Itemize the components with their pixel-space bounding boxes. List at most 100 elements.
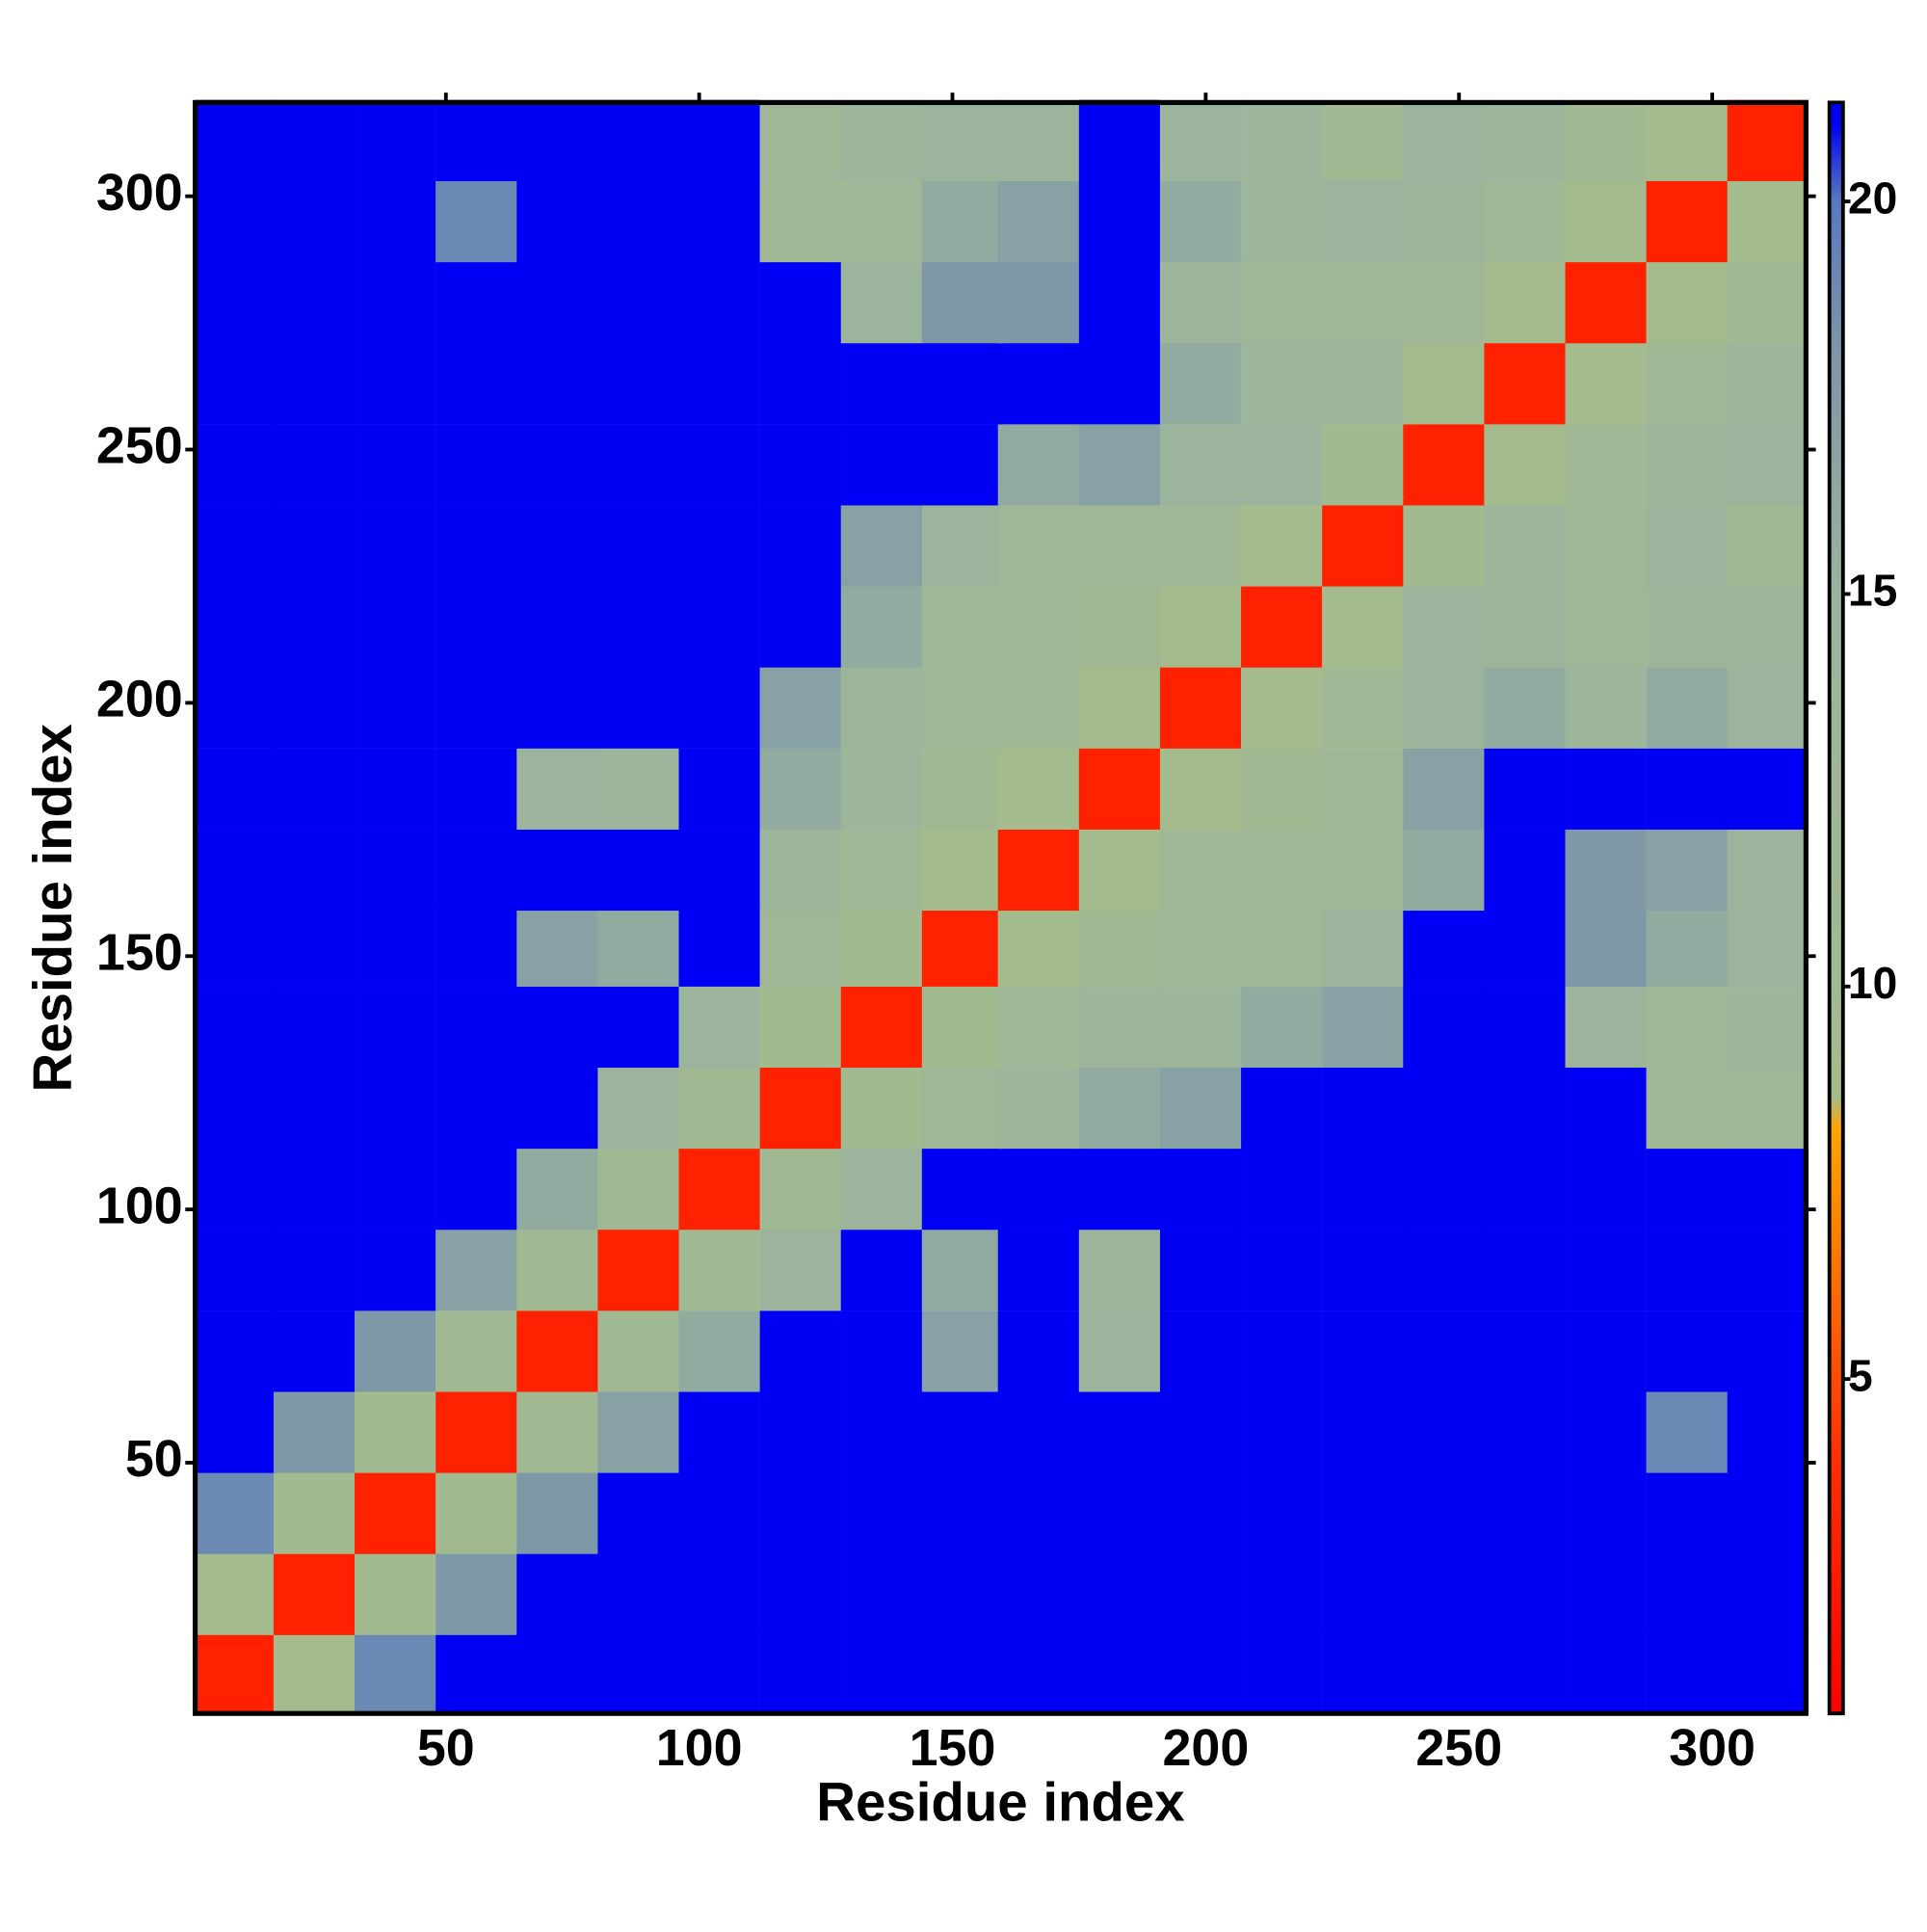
heatmap-cell: [997, 586, 1080, 668]
heatmap-cell: [997, 505, 1080, 587]
heatmap-cell: [1727, 1391, 1809, 1473]
heatmap-cell: [1403, 905, 1485, 987]
heatmap-cell: [1727, 1067, 1809, 1150]
heatmap-cell: [759, 1067, 841, 1150]
heatmap-cell: [759, 505, 841, 587]
heatmap-cell: [1078, 1553, 1161, 1635]
heatmap-cell: [1727, 1230, 1809, 1311]
heatmap-cell: [840, 1391, 923, 1473]
heatmap-cell: [597, 829, 679, 912]
heatmap-cell: [1565, 829, 1647, 912]
heatmap-cell: [436, 1067, 517, 1150]
heatmap-cell: [997, 905, 1080, 987]
heatmap-cell: [1484, 343, 1566, 425]
heatmap-cell: [678, 424, 760, 506]
heatmap-cell: [1159, 905, 1242, 987]
heatmap-cell: [921, 505, 1004, 587]
heatmap-cell: [436, 905, 517, 987]
heatmap-cell: [1159, 180, 1242, 263]
heatmap-cell: [997, 99, 1080, 182]
heatmap-cell: [436, 1148, 517, 1231]
heatmap-cell: [1403, 1067, 1485, 1150]
heatmap-cell: [840, 586, 923, 668]
heatmap-cell: [195, 99, 277, 182]
heatmap-cell: [678, 505, 760, 587]
x-tick-label: 50: [417, 1719, 475, 1777]
heatmap-cell: [1646, 748, 1728, 830]
heatmap-cell: [436, 748, 517, 830]
heatmap-cell: [597, 1067, 679, 1150]
heatmap-cell: [759, 1148, 841, 1231]
heatmap-cell: [516, 748, 598, 830]
heatmap-cell: [597, 905, 679, 987]
heatmap-cell: [195, 424, 277, 506]
heatmap-cell: [921, 586, 1004, 668]
heatmap-cell: [921, 99, 1004, 182]
heatmap-cell: [840, 748, 923, 830]
heatmap-cell: [1646, 343, 1728, 425]
heatmap-cell: [1484, 748, 1566, 830]
heatmap-cell: [1322, 748, 1404, 830]
heatmap-cell: [997, 829, 1080, 912]
heatmap-cell: [1322, 829, 1404, 912]
heatmap-cell: [759, 1391, 841, 1473]
heatmap-cell: [1727, 1472, 1809, 1554]
heatmap-cell: [921, 667, 1004, 749]
heatmap-cell: [1078, 1631, 1161, 1714]
heatmap-cell: [678, 1553, 760, 1635]
heatmap-cell: [273, 1472, 356, 1554]
heatmap-cell: [1322, 505, 1404, 587]
heatmap-cell: [436, 1310, 517, 1392]
heatmap-cell: [1159, 1391, 1242, 1473]
heatmap-cell: [1403, 1310, 1485, 1392]
heatmap-cell: [1159, 586, 1242, 668]
heatmap-cell: [355, 667, 436, 749]
heatmap-cell: [1241, 1631, 1323, 1714]
heatmap-cell: [355, 505, 436, 587]
heatmap-cell: [1241, 748, 1323, 830]
heatmap-cell: [1078, 424, 1161, 506]
heatmap-cell: [195, 1553, 277, 1635]
heatmap-cell: [597, 748, 679, 830]
heatmap-cell: [195, 343, 277, 425]
heatmap-cell: [921, 1472, 1004, 1554]
heatmap-cell: [1078, 1391, 1161, 1473]
heatmap-cell: [1078, 1067, 1161, 1150]
heatmap-cell: [1322, 1230, 1404, 1311]
heatmap-cell: [840, 1230, 923, 1311]
heatmap-cell: [1484, 1631, 1566, 1714]
heatmap-cell: [273, 1631, 356, 1714]
heatmap-cell: [1484, 1391, 1566, 1473]
heatmap-cell: [759, 667, 841, 749]
heatmap-cell: [1565, 1067, 1647, 1150]
heatmap-cell: [1565, 1230, 1647, 1311]
heatmap-cell: [921, 986, 1004, 1069]
heatmap-cell: [1646, 1391, 1728, 1473]
heatmap-cell: [1159, 1230, 1242, 1311]
heatmap-cell: [195, 1472, 277, 1554]
heatmap-cell: [678, 261, 760, 344]
heatmap-cell: [436, 986, 517, 1069]
heatmap-cell: [516, 1631, 598, 1714]
heatmap-cell: [273, 1391, 356, 1473]
heatmap-cell: [436, 667, 517, 749]
heatmap-cell: [1646, 1067, 1728, 1150]
heatmap-cell: [759, 905, 841, 987]
x-tick-label: 200: [1162, 1719, 1249, 1777]
heatmap-cell: [195, 1391, 277, 1473]
heatmap-cell: [1403, 99, 1485, 182]
heatmap-cell: [759, 829, 841, 912]
heatmap-cell: [1241, 424, 1323, 506]
heatmap-cell: [1565, 343, 1647, 425]
heatmap-cell: [1322, 261, 1404, 344]
x-tick-label: 250: [1415, 1719, 1502, 1777]
heatmap-cell: [273, 180, 356, 263]
heatmap-cell: [1484, 667, 1566, 749]
heatmap-cell: [1078, 986, 1161, 1069]
heatmap-cell: [1159, 99, 1242, 182]
heatmap-cell: [678, 986, 760, 1069]
heatmap-cell: [1403, 667, 1485, 749]
heatmap-cell: [1322, 1472, 1404, 1554]
heatmap-cell: [921, 905, 1004, 987]
heatmap-cell: [759, 748, 841, 830]
